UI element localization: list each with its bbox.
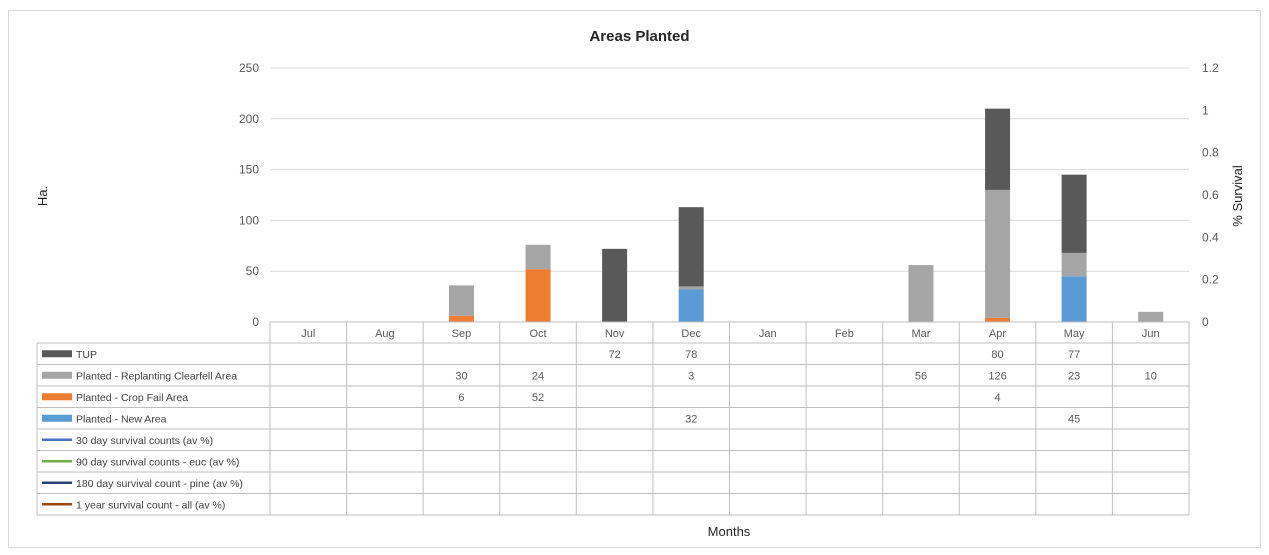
bar-segment xyxy=(985,189,1011,318)
bar-segment xyxy=(602,248,628,322)
data-label: 24 xyxy=(532,370,544,382)
category-label: Jun xyxy=(1142,328,1160,340)
data-label: 45 xyxy=(1068,413,1080,425)
category-label: Dec xyxy=(681,328,701,340)
category-label: Jul xyxy=(301,328,315,340)
y2-tick-label: 0.2 xyxy=(1202,273,1219,287)
category-label: Apr xyxy=(989,328,1006,340)
bar-segment xyxy=(525,269,551,322)
y-tick-label: 50 xyxy=(246,264,260,278)
y-tick-label: 250 xyxy=(239,61,259,75)
chart-frame xyxy=(8,10,1261,548)
category-label: Aug xyxy=(375,328,395,340)
category-label: Sep xyxy=(452,328,472,340)
data-label: 78 xyxy=(685,349,697,361)
legend-label: Planted - New Area xyxy=(76,413,167,425)
data-label: 80 xyxy=(991,349,1003,361)
data-label: 6 xyxy=(458,392,464,404)
y2-tick-label: 1 xyxy=(1202,103,1209,117)
legend-label: 1 year survival count - all (av %) xyxy=(76,499,225,511)
category-label: Mar xyxy=(911,328,930,340)
data-label: 3 xyxy=(688,370,694,382)
category-label: Feb xyxy=(835,328,854,340)
y2-tick-label: 0.6 xyxy=(1202,188,1219,202)
bar-segment xyxy=(678,286,704,290)
legend-label: Planted - Crop Fail Area xyxy=(76,392,188,404)
bar-segment xyxy=(908,265,934,322)
category-label: Nov xyxy=(605,328,625,340)
legend-label: 30 day survival counts (av %) xyxy=(76,435,213,447)
bar-segment xyxy=(448,285,474,316)
y-axis-title: Ha. xyxy=(35,186,50,206)
category-label: May xyxy=(1064,328,1085,340)
legend-swatch xyxy=(42,350,72,358)
data-label: 10 xyxy=(1145,370,1157,382)
y-tick-label: 200 xyxy=(239,112,259,126)
data-label: 126 xyxy=(988,370,1006,382)
legend-label: TUP xyxy=(76,349,97,361)
chart-title: Areas Planted xyxy=(589,28,689,45)
y2-axis-title: % Survival xyxy=(1230,165,1245,227)
bar-segment xyxy=(525,244,551,270)
data-label: 77 xyxy=(1068,349,1080,361)
data-label: 32 xyxy=(685,413,697,425)
legend-swatch xyxy=(42,414,72,422)
bar-segment xyxy=(1061,252,1087,277)
y2-tick-label: 0 xyxy=(1202,315,1209,329)
bar-segment xyxy=(678,207,704,287)
bar-segment xyxy=(1061,174,1087,253)
legend-label: 90 day survival counts - euc (av %) xyxy=(76,456,239,468)
bar-segment xyxy=(1061,276,1087,322)
legend-label: Planted - Replanting Clearfell Area xyxy=(76,370,237,382)
data-label: 72 xyxy=(609,349,621,361)
bar-segment xyxy=(448,315,474,322)
x-axis-title: Months xyxy=(708,524,751,539)
y-tick-label: 150 xyxy=(239,163,259,177)
data-label: 30 xyxy=(455,370,467,382)
legend-swatch xyxy=(42,393,72,401)
data-label: 23 xyxy=(1068,370,1080,382)
category-label: Oct xyxy=(529,328,546,340)
y-tick-label: 100 xyxy=(239,213,259,227)
bar-segment xyxy=(1138,311,1164,322)
category-label: Jan xyxy=(759,328,777,340)
data-label: 4 xyxy=(994,392,1000,404)
bar-segment xyxy=(985,108,1011,190)
data-label: 52 xyxy=(532,392,544,404)
bar-segment xyxy=(985,317,1011,322)
data-label: 56 xyxy=(915,370,927,382)
y-tick-label: 0 xyxy=(252,315,259,329)
y2-tick-label: 0.4 xyxy=(1202,230,1219,244)
y2-tick-label: 0.8 xyxy=(1202,146,1219,160)
legend-label: 180 day survival count - pine (av %) xyxy=(76,478,243,490)
y2-tick-label: 1.2 xyxy=(1202,61,1219,75)
legend-swatch xyxy=(42,371,72,379)
bar-segment xyxy=(678,289,704,322)
